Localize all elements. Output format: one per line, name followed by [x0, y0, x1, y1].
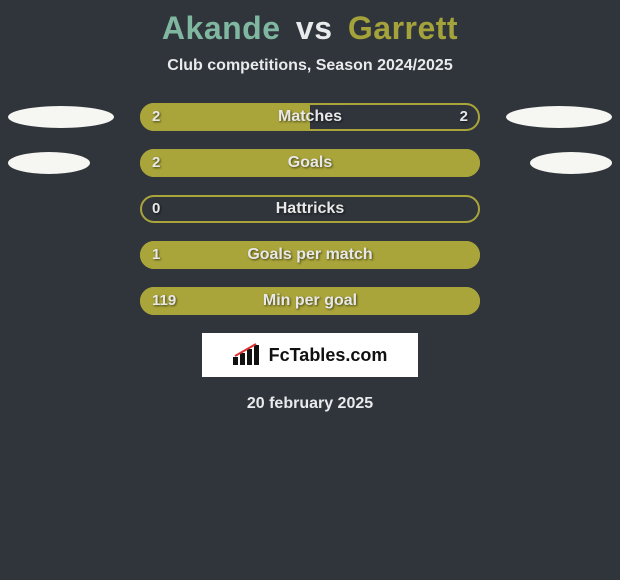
bar-fill [140, 241, 480, 269]
bar-fill [140, 287, 480, 315]
stat-row: Goals per match1 [0, 241, 620, 269]
stat-row: Goals2 [0, 149, 620, 177]
title-vs: vs [296, 10, 333, 46]
page-title: Akande vs Garrett [0, 10, 620, 47]
title-player2: Garrett [348, 10, 458, 46]
stat-row: Hattricks0 [0, 195, 620, 223]
decor-ellipse-left [8, 106, 114, 128]
comparison-card: Akande vs Garrett Club competitions, Sea… [0, 0, 620, 580]
date-text: 20 february 2025 [0, 395, 620, 413]
decor-ellipse-right [506, 106, 612, 128]
stat-bar: Min per goal119 [140, 287, 480, 315]
stat-row: Min per goal119 [0, 287, 620, 315]
chart-icon [233, 343, 263, 367]
stat-bar: Hattricks0 [140, 195, 480, 223]
stat-bar: Goals per match1 [140, 241, 480, 269]
title-player1: Akande [162, 10, 281, 46]
bar-fill [140, 103, 310, 131]
bar-fill [140, 149, 480, 177]
branding-text: FcTables.com [269, 345, 388, 366]
stat-bar: Matches22 [140, 103, 480, 131]
decor-ellipse-right [530, 152, 612, 174]
branding-box: FcTables.com [202, 333, 418, 377]
decor-ellipse-left [8, 152, 90, 174]
stat-row: Matches22 [0, 103, 620, 131]
stat-rows: Matches22 Goals2 Hattricks0 Goals per match… [0, 103, 620, 315]
subtitle: Club competitions, Season 2024/2025 [0, 57, 620, 75]
stat-bar: Goals2 [140, 149, 480, 177]
bar-outline [140, 195, 480, 223]
